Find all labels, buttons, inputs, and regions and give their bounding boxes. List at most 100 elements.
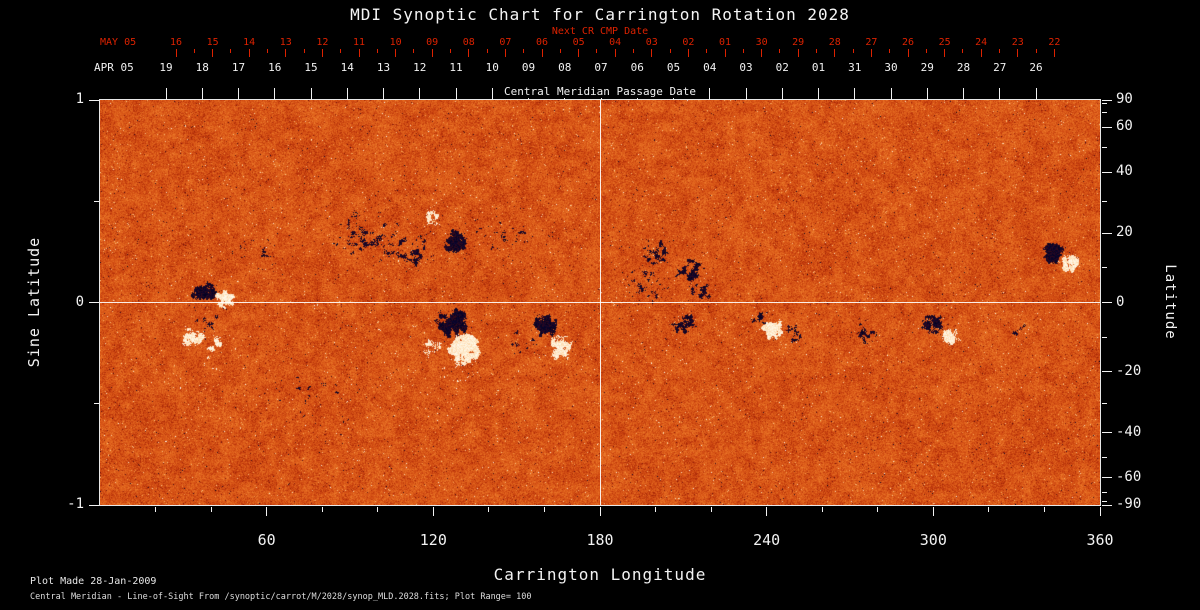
plot-made-text: Plot Made 28-Jan-2009	[30, 576, 157, 587]
cmp-date-tick	[709, 88, 711, 100]
next-cr-date-minor-tick	[486, 49, 488, 53]
next-cr-date-minor-tick	[559, 49, 561, 53]
crosshair-horizontal-line	[100, 302, 1100, 303]
sine-latitude-tick-label: 0	[75, 293, 84, 310]
next-cr-date-label: 30	[755, 37, 768, 48]
cmp-date-label: 12	[413, 61, 427, 74]
cmp-date-label: 15	[304, 61, 318, 74]
latitude-tick-label: -90	[1116, 496, 1142, 512]
x-axis-minor-tick	[488, 507, 490, 512]
cmp-date-label: 16	[268, 61, 282, 74]
next-cr-date-minor-tick	[633, 49, 634, 53]
source-file-text: Central Meridian - Line-of-Sight From /s…	[30, 592, 532, 602]
latitude-minor-tick	[1102, 102, 1107, 104]
x-axis-tick	[766, 507, 768, 516]
x-axis-tick	[599, 507, 601, 516]
x-axis-minor-tick	[377, 507, 379, 512]
next-cr-date-label: 29	[792, 37, 805, 48]
apr-05-month-label: APR 05	[94, 61, 134, 74]
latitude-axis-title: Latitude	[1162, 264, 1178, 340]
latitude-minor-tick	[1102, 200, 1107, 202]
x-axis-tick-label: 240	[753, 531, 781, 549]
x-axis-tick-label: 120	[419, 531, 447, 549]
x-axis-minor-tick	[655, 507, 657, 512]
x-axis-minor-tick	[988, 507, 990, 512]
latitude-tick	[1102, 477, 1112, 479]
next-cr-date-minor-tick	[303, 49, 305, 53]
latitude-tick-label: -60	[1116, 468, 1142, 485]
sine-latitude-tick-label: 1	[75, 91, 84, 107]
cmp-date-tick	[1035, 88, 1037, 100]
next-cr-cmp-date-axis-title: Next CR CMP Date	[551, 26, 649, 37]
next-cr-date-minor-tick	[450, 49, 451, 53]
next-cr-date-tick	[175, 49, 177, 57]
sine-latitude-minor-tick	[94, 200, 99, 202]
cmp-date-tick	[455, 88, 457, 100]
latitude-tick-label: -20	[1116, 362, 1142, 379]
central-meridian-passage-date-axis-title: Central Meridian Passage Date	[495, 85, 705, 98]
next-cr-date-label: 01	[718, 37, 732, 48]
latitude-minor-tick	[1102, 146, 1107, 148]
cmp-date-label: 03	[739, 61, 753, 74]
cmp-date-label: 17	[231, 61, 246, 74]
next-cr-date-minor-tick	[999, 49, 1000, 53]
cmp-date-tick	[201, 88, 203, 100]
cmp-date-label: 19	[159, 61, 173, 74]
next-cr-date-label: 04	[609, 37, 622, 48]
cmp-date-label: 27	[993, 61, 1007, 74]
cmp-date-label: 09	[521, 61, 536, 74]
next-cr-date-tick	[431, 49, 433, 57]
chart-title: MDI Synoptic Chart for Carrington Rotati…	[350, 5, 850, 24]
latitude-tick	[1102, 126, 1112, 128]
cmp-date-label: 04	[703, 61, 717, 74]
x-axis-tick	[266, 507, 268, 516]
x-axis-tick-label: 180	[586, 531, 614, 549]
latitude-tick-label: 40	[1116, 163, 1133, 180]
next-cr-date-label: 12	[316, 37, 329, 48]
next-cr-date-tick	[248, 49, 250, 57]
cmp-date-tick	[274, 88, 276, 100]
x-axis-tick-label: 60	[257, 531, 276, 549]
cmp-date-tick	[999, 88, 1001, 100]
cmp-date-tick	[165, 88, 167, 100]
carrington-longitude-axis-title: Carrington Longitude	[493, 565, 707, 584]
next-cr-date-minor-tick	[779, 49, 781, 53]
cmp-date-label: 07	[594, 61, 608, 74]
cmp-date-tick	[310, 88, 312, 100]
plot-area	[99, 99, 1101, 506]
sine-latitude-minor-tick	[94, 403, 99, 405]
next-cr-date-minor-tick	[742, 49, 744, 53]
next-cr-date-tick	[797, 49, 799, 57]
next-cr-date-tick	[504, 49, 506, 57]
sine-latitude-axis-title: Sine Latitude	[25, 236, 43, 368]
next-cr-date-minor-tick	[706, 49, 708, 53]
sine-latitude-tick-label: -1	[67, 496, 84, 512]
next-cr-date-tick	[578, 49, 580, 57]
sine-latitude-tick	[89, 99, 99, 101]
cmp-date-label: 05	[666, 61, 681, 74]
latitude-minor-tick	[1102, 403, 1107, 405]
next-cr-date-tick	[1017, 49, 1019, 57]
latitude-tick-label: 20	[1116, 224, 1133, 241]
next-cr-date-label: 08	[462, 37, 475, 48]
next-cr-date-tick	[834, 49, 836, 57]
x-axis-tick-label: 360	[1086, 531, 1114, 549]
next-cr-date-label: 25	[938, 37, 951, 48]
next-cr-date-label: 15	[206, 37, 219, 48]
x-axis-minor-tick	[210, 507, 212, 512]
may-05-month-label: MAY 05	[100, 37, 137, 48]
x-axis-tick	[932, 507, 934, 516]
next-cr-date-minor-tick	[193, 49, 195, 53]
next-cr-date-tick	[761, 49, 763, 57]
next-cr-date-label: 11	[352, 37, 366, 48]
next-cr-date-tick	[907, 49, 909, 57]
cmp-date-tick	[926, 88, 928, 100]
next-cr-date-label: 10	[389, 37, 402, 48]
x-axis-tick	[1099, 507, 1101, 516]
next-cr-date-minor-tick	[523, 49, 525, 53]
next-cr-date-label: 05	[572, 37, 585, 48]
next-cr-date-tick	[1053, 49, 1055, 57]
next-cr-date-tick	[212, 49, 214, 57]
next-cr-date-minor-tick	[230, 49, 232, 53]
latitude-tick	[1102, 302, 1112, 303]
